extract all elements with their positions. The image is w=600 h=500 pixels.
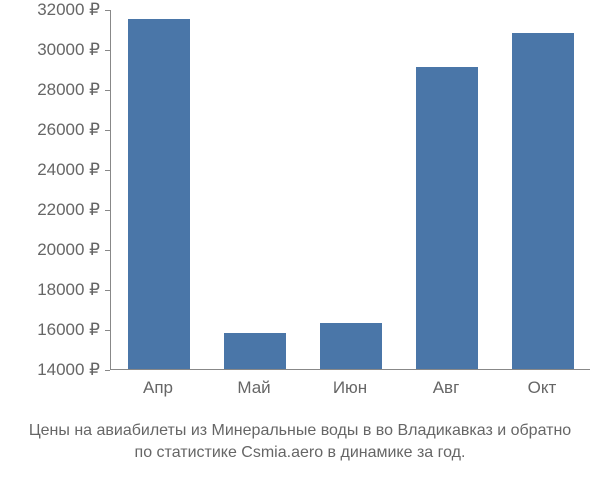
y-tick-mark [105,10,110,11]
caption-line-1: Цены на авиабилеты из Минеральные воды в… [0,420,600,442]
y-tick-label: 26000 ₽ [0,120,100,140]
y-tick-mark [105,290,110,291]
bar [224,333,286,369]
bar [512,33,574,369]
y-tick-mark [105,90,110,91]
price-chart: 14000 ₽ 16000 ₽ 18000 ₽ 20000 ₽ 22000 ₽ 24000… [0,10,600,410]
y-tick-mark [105,50,110,51]
y-tick-mark [105,130,110,131]
y-tick-mark [105,170,110,171]
x-tick-label: Июн [333,378,367,398]
y-tick-label: 24000 ₽ [0,160,100,180]
y-tick-label: 14000 ₽ [0,360,100,380]
x-tick-label: Апр [143,378,173,398]
y-tick-mark [105,250,110,251]
bar [128,19,190,369]
x-tick-label: Авг [433,378,460,398]
y-tick-label: 20000 ₽ [0,240,100,260]
y-tick-label: 18000 ₽ [0,280,100,300]
y-tick-mark [105,330,110,331]
y-tick-mark [105,210,110,211]
caption-line-2: по статистике Csmia.aero в динамике за г… [0,442,600,464]
y-tick-label: 16000 ₽ [0,320,100,340]
y-tick-label: 32000 ₽ [0,0,100,20]
y-tick-label: 22000 ₽ [0,200,100,220]
bar [320,323,382,369]
y-tick-mark [105,370,110,371]
y-tick-label: 28000 ₽ [0,80,100,100]
chart-caption: Цены на авиабилеты из Минеральные воды в… [0,420,600,465]
x-tick-label: Май [237,378,270,398]
plot-area [110,10,590,370]
bar [416,67,478,369]
y-tick-label: 30000 ₽ [0,40,100,60]
x-tick-label: Окт [528,378,557,398]
